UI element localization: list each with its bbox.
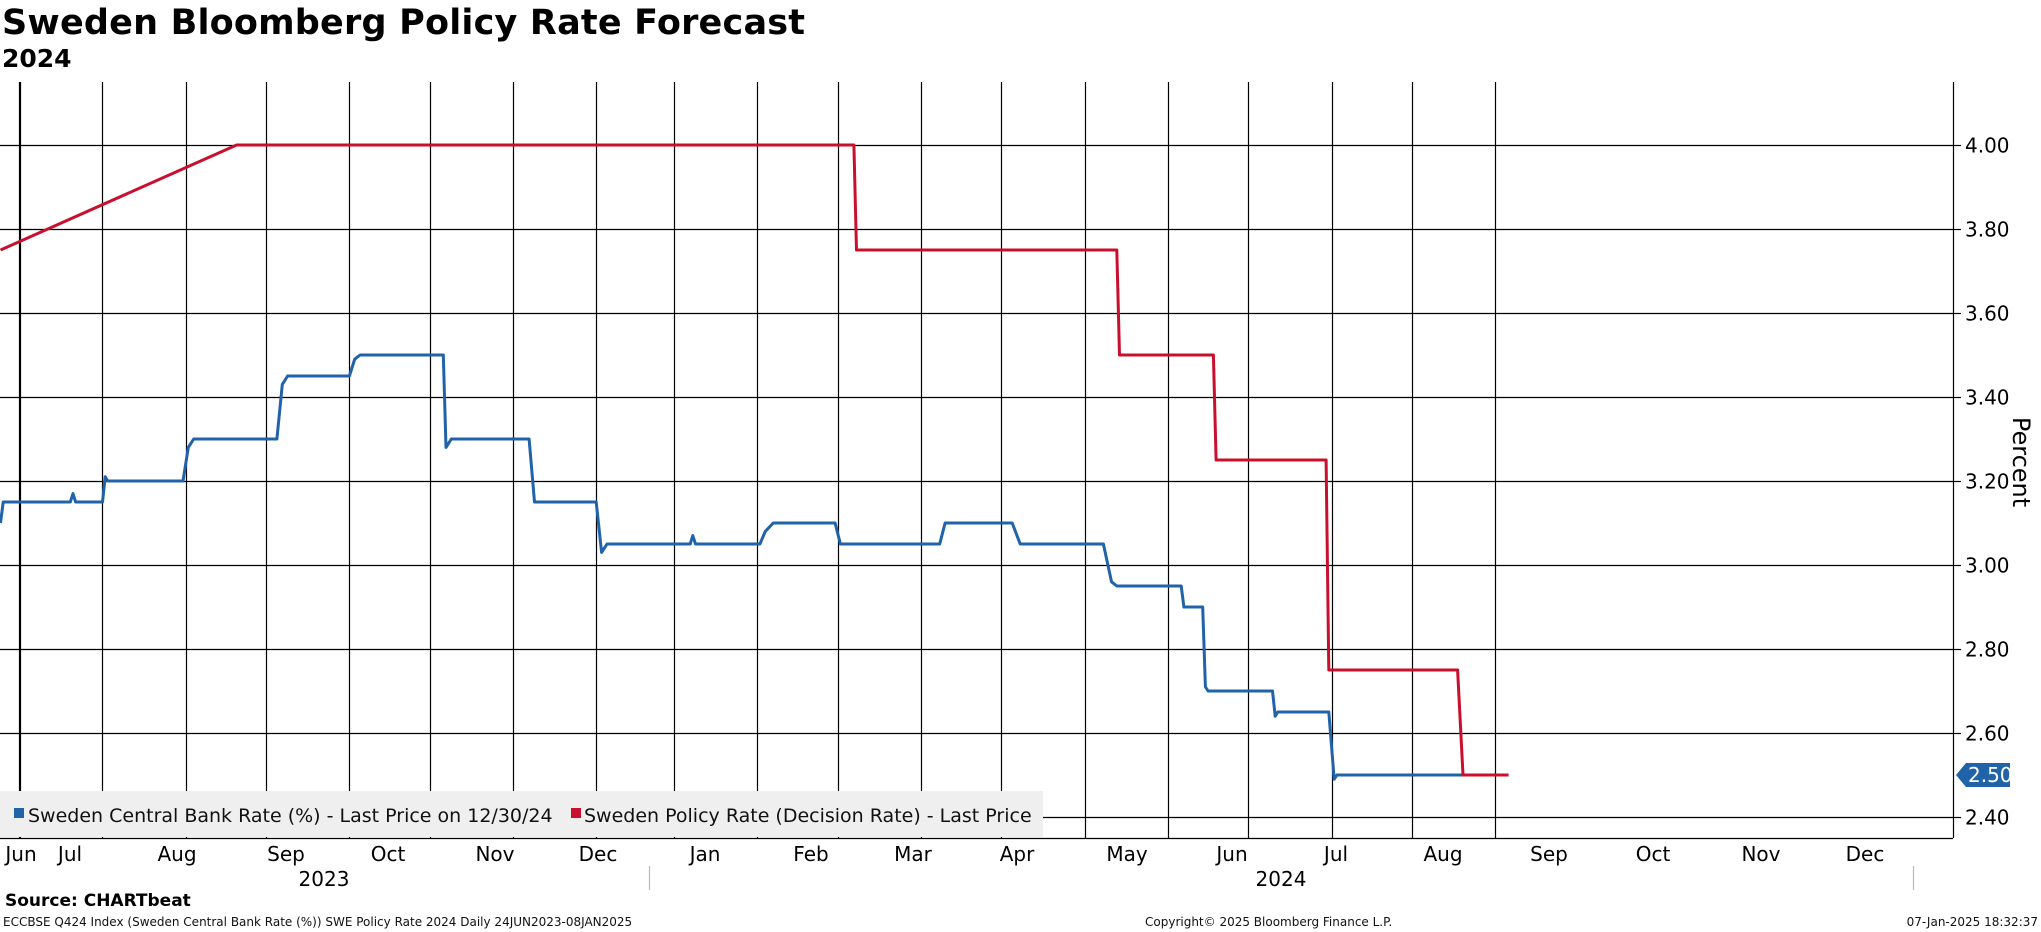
x-tick-label: Dec [1846, 842, 1885, 866]
y-tick-label: 4.00 [1965, 134, 2010, 158]
chart-legend: Sweden Central Bank Rate (%) - Last Pric… [0, 791, 1043, 837]
chart-series [0, 143, 1509, 781]
y-tick-label: 3.80 [1965, 218, 2010, 242]
x-tick-label: Oct [371, 842, 406, 866]
chart-axes: 2.40 2.60 2.80 3.00 3.20 3.40 3.60 3.80 4.00 Perc… [0, 82, 2035, 891]
x-tick-label: Apr [1000, 842, 1035, 866]
x-tick-label: Jun [1214, 842, 1247, 866]
y-tick-label: 2.40 [1965, 806, 2010, 830]
legend-swatch-central-bank-rate [14, 808, 24, 818]
legend-label-policy-rate: Sweden Policy Rate (Decision Rate) - Las… [584, 805, 1032, 827]
y-axis-title: Percent [2007, 417, 2035, 507]
legend-swatch-policy-rate [571, 808, 581, 818]
x-year-label: 2023 [299, 867, 350, 891]
x-tick-label: Jan [688, 842, 721, 866]
y-tick-label: 2.60 [1965, 722, 2010, 746]
chart-gridlines [0, 82, 1953, 838]
x-tick-label: Nov [475, 842, 514, 866]
y-tick-label: 3.20 [1965, 470, 2010, 494]
x-tick-label: Feb [793, 842, 828, 866]
x-tick-label: Jun [3, 842, 36, 866]
x-tick-label: Aug [157, 842, 196, 866]
x-tick-label: Jul [1322, 842, 1348, 866]
y-tick-label: 2.80 [1965, 638, 2010, 662]
x-tick-label: Sep [1530, 842, 1568, 866]
y-tick-label: 3.00 [1965, 554, 2010, 578]
timestamp: 07-Jan-2025 18:32:37 [1906, 915, 2038, 929]
x-tick-label: Mar [894, 842, 933, 866]
x-tick-label: Sep [267, 842, 305, 866]
x-tick-label: Jul [56, 842, 82, 866]
x-tick-label: May [1106, 842, 1148, 866]
x-tick-label: Oct [1636, 842, 1671, 866]
x-tick-label: Aug [1423, 842, 1462, 866]
y-tick-label: 3.40 [1965, 386, 2010, 410]
series-line-policy-rate [0, 143, 1509, 777]
x-tick-label: Dec [579, 842, 618, 866]
ticker-info: ECCBSE Q424 Index (Sweden Central Bank R… [3, 915, 633, 929]
chart-labels: 2.50 [1956, 763, 2013, 787]
copyright-note: Copyright© 2025 Bloomberg Finance L.P. [1145, 915, 1393, 929]
x-year-label: 2024 [1256, 867, 1307, 891]
x-tick-label: Nov [1741, 842, 1780, 866]
legend-label-central-bank-rate: Sweden Central Bank Rate (%) - Last Pric… [28, 805, 553, 827]
chart-subtitle: 2024 [2, 44, 72, 73]
series-line-central-bank-rate [0, 353, 1490, 781]
y-tick-label: 3.60 [1965, 302, 2010, 326]
source-note: Source: CHARTbeat [5, 891, 191, 911]
chart-title: Sweden Bloomberg Policy Rate Forecast [2, 3, 806, 43]
legend-background [0, 791, 1043, 837]
last-value-label: 2.50 [1968, 763, 2013, 787]
last-value-badge [1956, 763, 2010, 787]
